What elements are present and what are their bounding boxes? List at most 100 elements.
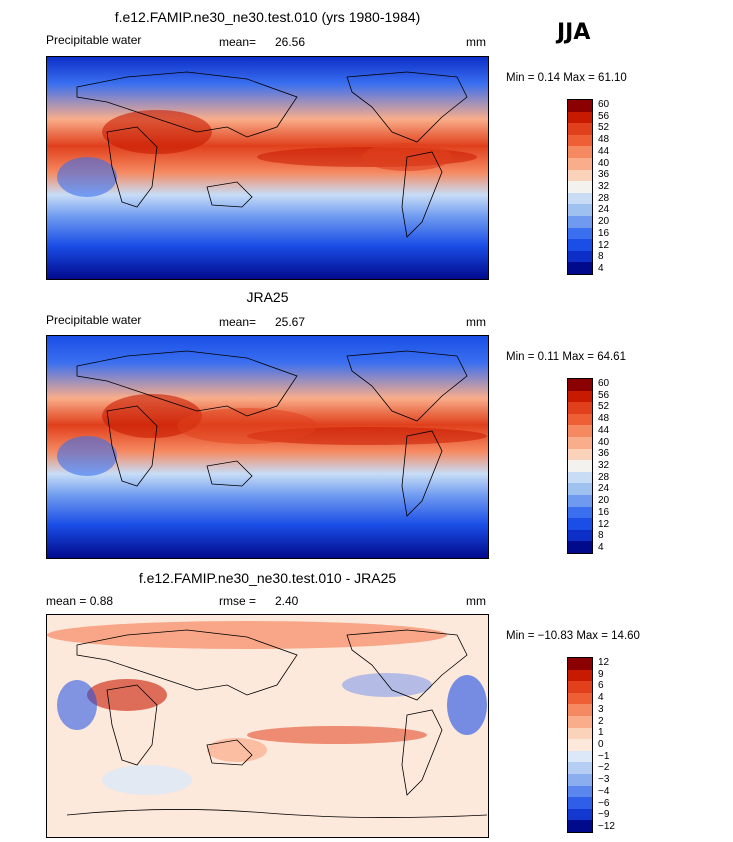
panel3-minmax: Min = −10.83 Max = 14.60 xyxy=(506,630,640,642)
colorbar-swatch xyxy=(568,494,592,507)
colorbar-swatch xyxy=(568,460,592,472)
colorbar-tick-label: 12 xyxy=(598,239,610,251)
colorbar-swatch xyxy=(568,785,592,798)
colorbar-swatch xyxy=(568,192,592,205)
colorbar-tick-label: 40 xyxy=(598,436,610,448)
colorbar-tick-label: 16 xyxy=(598,227,610,239)
colorbar-tick-label: 28 xyxy=(598,192,610,204)
panel1-title: f.e12.FAMIP.ne30_ne30.test.010 (yrs 1980… xyxy=(114,9,421,25)
colorbar-swatch xyxy=(568,157,592,170)
colorbar-tick-label: 24 xyxy=(598,204,610,216)
panel1-colorbar xyxy=(567,99,593,275)
colorbar-tick-label: 8 xyxy=(598,530,604,542)
colorbar-tick-label: 4 xyxy=(598,692,604,704)
panel1-minmax: Min = 0.14 Max = 61.10 xyxy=(506,72,627,84)
colorbar-tick-label: 60 xyxy=(598,377,610,389)
colorbar-swatch xyxy=(568,506,592,519)
panel2-units: mm xyxy=(466,315,486,329)
panel1-map xyxy=(46,56,489,280)
colorbar-swatch xyxy=(568,739,592,751)
panel3-map xyxy=(46,614,489,838)
colorbar-tick-label: 48 xyxy=(598,413,610,425)
colorbar-swatch xyxy=(568,402,592,414)
colorbar-swatch xyxy=(568,483,592,495)
colorbar-tick-label: 36 xyxy=(598,448,610,460)
colorbar-tick-label: 44 xyxy=(598,424,610,436)
colorbar-tick-label: 52 xyxy=(598,122,610,134)
panel1-colorbar-labels: 60 56 52 48 44 40 36 32 28 24 20 16 12 8 4 xyxy=(598,99,638,275)
colorbar-swatch xyxy=(568,518,592,530)
colorbar-swatch xyxy=(568,390,592,403)
colorbar-swatch xyxy=(568,379,592,391)
panel1-mean-label: mean= xyxy=(219,35,257,49)
colorbar-swatch xyxy=(568,692,592,705)
colorbar-swatch xyxy=(568,727,592,740)
panel2-variable-label: Precipitable water xyxy=(46,313,142,327)
panel2-mean-value: 25.67 xyxy=(275,315,306,329)
panel1-map-plot xyxy=(47,57,488,279)
colorbar-tick-label: 56 xyxy=(598,110,610,122)
colorbar-tick-label: 44 xyxy=(598,145,610,157)
colorbar-swatch xyxy=(568,425,592,437)
colorbar-swatch xyxy=(568,227,592,240)
colorbar-tick-label: −6 xyxy=(598,797,610,809)
colorbar-tick-label: 4 xyxy=(598,263,604,275)
colorbar-tick-label: 0 xyxy=(598,739,604,750)
colorbar-swatch xyxy=(568,123,592,135)
colorbar-swatch xyxy=(568,146,592,158)
colorbar-swatch xyxy=(568,204,592,216)
colorbar-swatch xyxy=(568,762,592,774)
panel1-variable-label: Precipitable water xyxy=(46,33,142,47)
colorbar-tick-label: 32 xyxy=(598,460,610,471)
colorbar-tick-label: 48 xyxy=(598,134,610,146)
colorbar-swatch xyxy=(568,250,592,263)
colorbar-tick-label: 4 xyxy=(598,542,604,554)
colorbar-swatch xyxy=(568,448,592,461)
colorbar-swatch xyxy=(568,808,592,821)
colorbar-tick-label: 56 xyxy=(598,389,610,401)
colorbar-swatch xyxy=(568,681,592,693)
panel2-colorbar-labels: 60 56 52 48 44 40 36 32 28 24 20 16 12 8 4 xyxy=(598,378,638,554)
colorbar-tick-label: −9 xyxy=(598,809,610,821)
colorbar-tick-label: 1 xyxy=(598,727,604,739)
season-label: JJA xyxy=(557,20,591,45)
colorbar-swatch xyxy=(568,215,592,228)
colorbar-swatch xyxy=(568,669,592,682)
colorbar-tick-label: 12 xyxy=(598,656,610,668)
colorbar-swatch xyxy=(568,658,592,670)
colorbar-swatch xyxy=(568,820,592,832)
colorbar-tick-label: 3 xyxy=(598,703,604,715)
colorbar-swatch xyxy=(568,541,592,553)
colorbar-tick-label: 24 xyxy=(598,483,610,495)
colorbar-tick-label: −1 xyxy=(598,750,610,762)
colorbar-swatch xyxy=(568,111,592,124)
colorbar-tick-label: 52 xyxy=(598,401,610,413)
colorbar-swatch xyxy=(568,239,592,251)
colorbar-tick-label: 20 xyxy=(598,216,610,228)
panel2-map-plot xyxy=(47,336,488,558)
colorbar-swatch xyxy=(568,715,592,728)
panel3-colorbar-labels: 12 9 6 4 3 2 1 0 −1 −2 −3 −4 −6 −9 −12 xyxy=(598,657,638,833)
colorbar-tick-label: 60 xyxy=(598,98,610,110)
colorbar-swatch xyxy=(568,262,592,274)
colorbar-swatch xyxy=(568,704,592,716)
colorbar-swatch xyxy=(568,436,592,449)
colorbar-tick-label: −4 xyxy=(598,785,610,797)
panel2-mean-label: mean= xyxy=(219,315,257,329)
panel1-mean-value: 26.56 xyxy=(275,35,306,49)
colorbar-swatch xyxy=(568,773,592,786)
panel1-units: mm xyxy=(466,35,486,49)
panel2-title: JRA25 xyxy=(246,289,289,305)
colorbar-tick-label: 12 xyxy=(598,518,610,530)
colorbar-tick-label: 9 xyxy=(598,668,604,680)
colorbar-swatch xyxy=(568,750,592,763)
colorbar-swatch xyxy=(568,797,592,809)
colorbar-tick-label: 8 xyxy=(598,251,604,263)
panel3-colorbar xyxy=(567,657,593,833)
colorbar-tick-label: 32 xyxy=(598,181,610,192)
panel3-map-plot xyxy=(47,615,488,837)
colorbar-tick-label: 20 xyxy=(598,495,610,507)
colorbar-swatch xyxy=(568,169,592,182)
colorbar-swatch xyxy=(568,529,592,542)
panel3-title: f.e12.FAMIP.ne30_ne30.test.010 - JRA25 xyxy=(138,570,397,586)
